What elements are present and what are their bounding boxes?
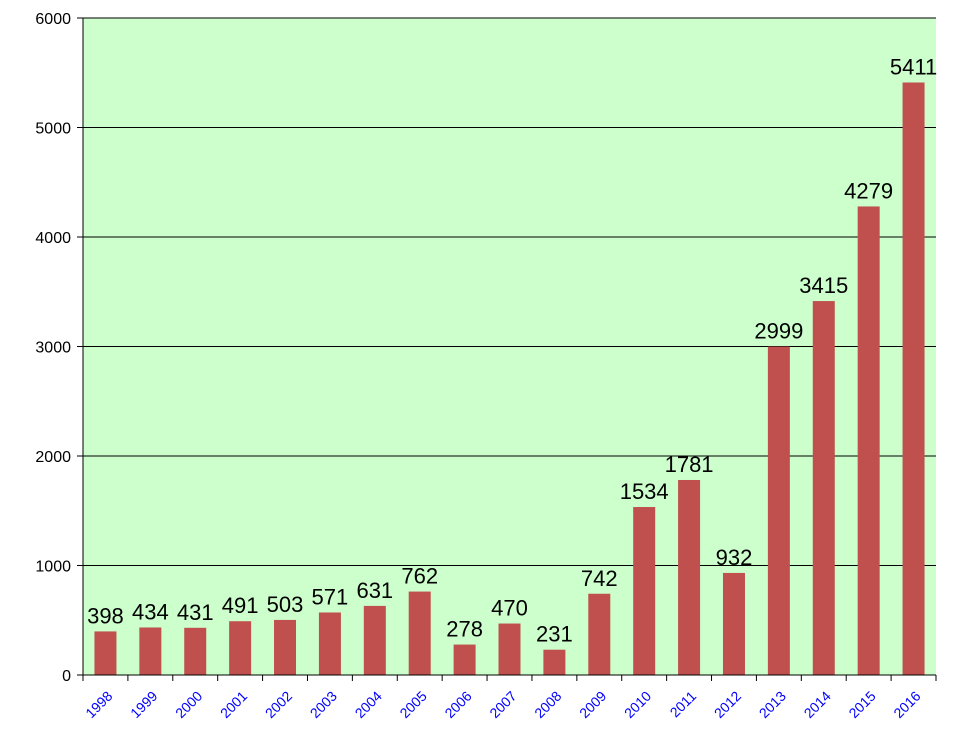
data-label-2009: 742 <box>581 566 618 591</box>
data-label-2006: 278 <box>446 617 483 642</box>
y-tick-label: 5000 <box>35 121 71 138</box>
data-labels: 398 434 431 491 503 571 631 762 278 470 231 742 1534… <box>87 54 937 646</box>
bar-2014 <box>812 301 835 675</box>
bar-2003 <box>318 612 341 675</box>
bar-2016 <box>902 82 925 676</box>
bar-2000 <box>184 627 207 675</box>
bar-2004 <box>363 605 386 675</box>
bars <box>94 82 925 676</box>
data-label-2014: 3415 <box>799 273 848 298</box>
data-label-2001: 491 <box>222 593 259 618</box>
y-tick-label: 2000 <box>35 449 71 466</box>
data-label-2003: 571 <box>312 584 349 609</box>
x-tick-label-2000: 2000 <box>172 688 205 721</box>
bar-2012 <box>722 572 745 675</box>
data-label-2005: 762 <box>401 564 438 589</box>
bar-2009 <box>588 593 611 675</box>
data-label-2002: 503 <box>267 592 304 617</box>
gridlines <box>83 17 936 566</box>
bar-1999 <box>139 627 162 675</box>
data-label-1998: 398 <box>87 603 124 628</box>
x-tick-label-2001: 2001 <box>217 688 250 721</box>
x-tick-label-2013: 2013 <box>756 688 789 721</box>
bar-2007 <box>498 623 521 675</box>
y-axis-ticks: 0 1000 2000 3000 4000 5000 6000 <box>35 11 83 685</box>
data-label-2013: 2999 <box>754 319 803 344</box>
x-tick-label-2015: 2015 <box>845 688 878 721</box>
bar-2015 <box>857 206 880 675</box>
x-tick-label-2012: 2012 <box>711 688 744 721</box>
data-label-2012: 932 <box>716 545 753 570</box>
bar-2005 <box>408 591 431 675</box>
y-tick-label: 0 <box>62 668 71 685</box>
x-tick-label-2014: 2014 <box>801 688 834 721</box>
bar-1998 <box>94 631 117 675</box>
bar-2001 <box>229 621 252 675</box>
x-tick-label-1999: 1999 <box>127 688 160 721</box>
x-axis-ticks: 1998 1999 2000 2001 2002 2003 2004 2005 2006 2007… <box>82 675 937 721</box>
y-tick-label: 4000 <box>35 230 71 247</box>
data-label-2004: 631 <box>356 578 393 603</box>
x-tick-label-1998: 1998 <box>82 688 115 721</box>
data-label-2000: 431 <box>177 600 214 625</box>
data-label-2015: 4279 <box>844 178 893 203</box>
x-tick-label-2008: 2008 <box>531 688 564 721</box>
x-tick-label-2004: 2004 <box>352 688 385 721</box>
data-label-2016: 5411 <box>890 54 937 79</box>
x-tick-label-2007: 2007 <box>486 688 519 721</box>
bar-2011 <box>678 479 701 675</box>
bar-2010 <box>633 507 656 675</box>
x-tick-label-2006: 2006 <box>441 688 474 721</box>
data-label-2008: 231 <box>536 622 573 647</box>
x-tick-label-2010: 2010 <box>621 688 654 721</box>
x-tick-label-2011: 2011 <box>667 688 700 721</box>
bar-2002 <box>274 619 297 675</box>
x-tick-label-2009: 2009 <box>576 688 609 721</box>
x-tick-label-2003: 2003 <box>307 688 340 721</box>
y-tick-label: 6000 <box>35 11 71 28</box>
bar-2006 <box>453 644 476 675</box>
y-tick-label: 3000 <box>35 340 71 357</box>
data-label-2011: 1781 <box>665 452 714 477</box>
x-tick-label-2005: 2005 <box>396 688 429 721</box>
x-tick-label-2016: 2016 <box>890 688 923 721</box>
x-tick-label-2002: 2002 <box>262 688 295 721</box>
data-label-1999: 434 <box>132 599 169 624</box>
y-tick-label: 1000 <box>35 559 71 576</box>
bar-2008 <box>543 649 566 675</box>
data-label-2007: 470 <box>491 596 528 621</box>
data-label-2010: 1534 <box>620 479 669 504</box>
bar-2013 <box>767 346 790 675</box>
